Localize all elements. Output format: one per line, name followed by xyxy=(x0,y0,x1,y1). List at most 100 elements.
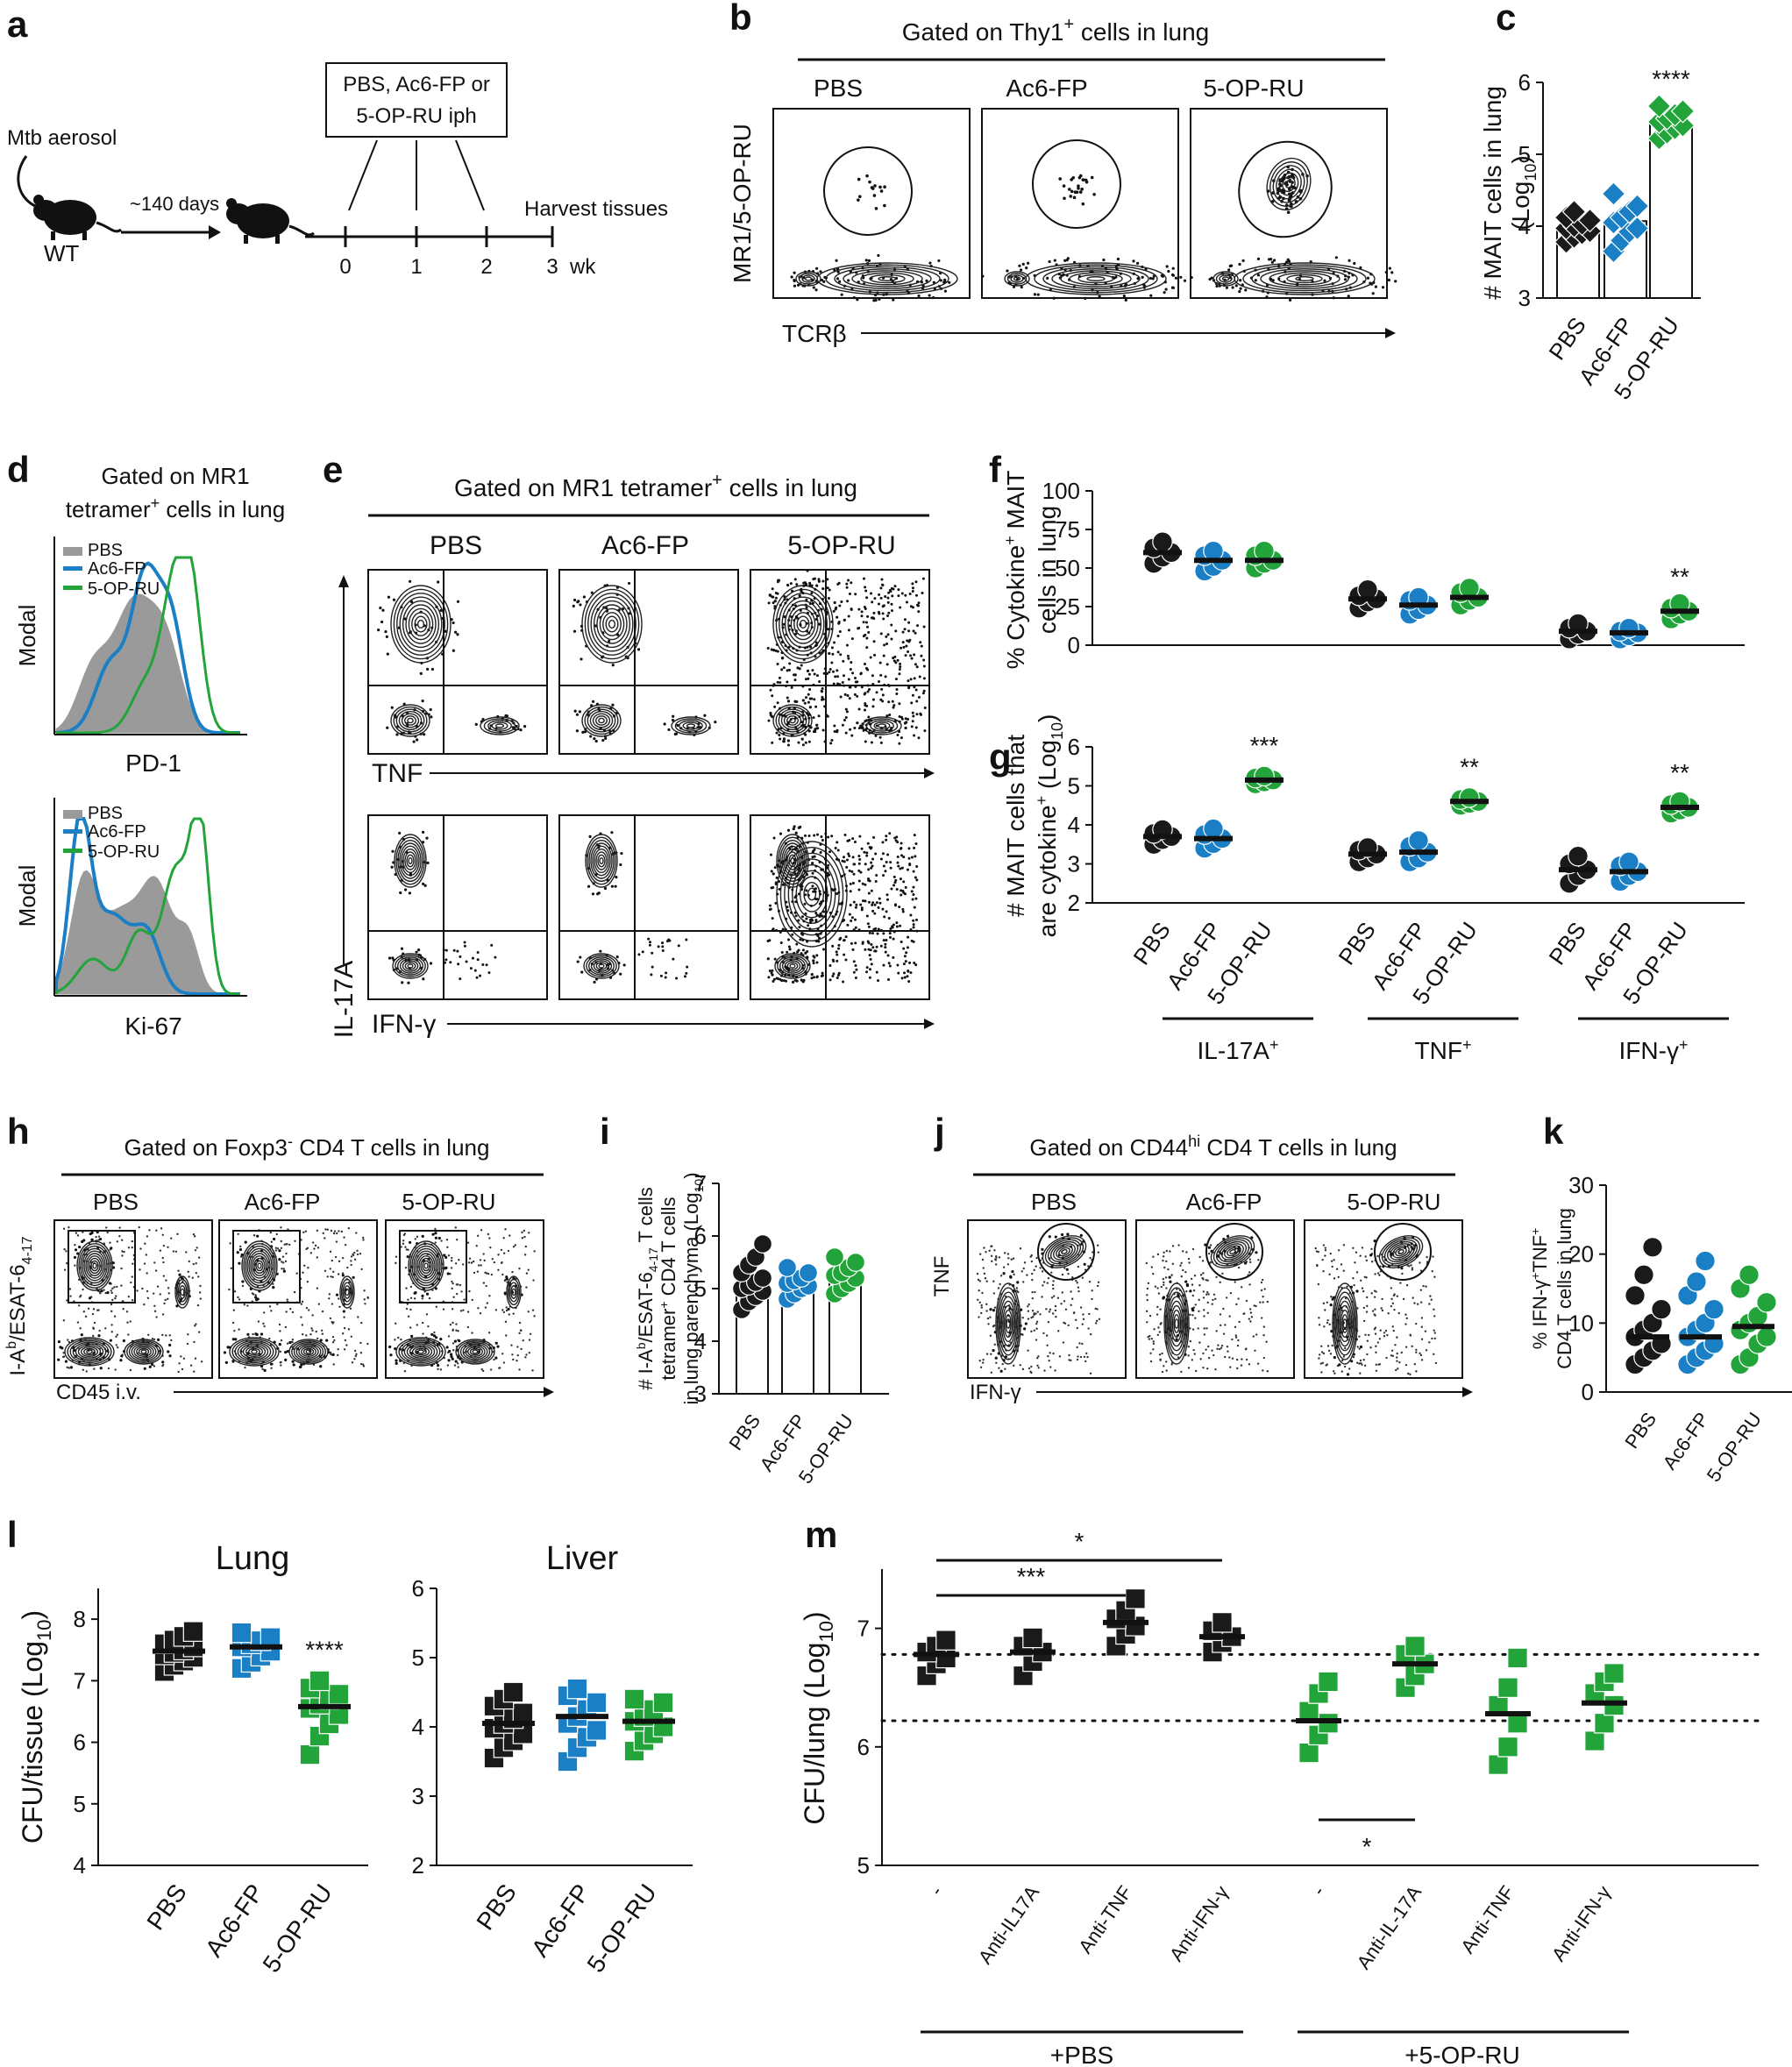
e-event xyxy=(870,866,873,870)
e-event xyxy=(866,614,870,618)
e-event xyxy=(803,701,807,705)
h-event xyxy=(231,1321,235,1325)
e-event xyxy=(895,688,899,692)
e-event xyxy=(785,917,788,920)
h-event xyxy=(324,1228,327,1231)
h-event xyxy=(113,1315,117,1318)
j-event xyxy=(1013,1273,1015,1276)
e-event xyxy=(884,870,887,873)
e-event xyxy=(883,643,886,647)
j-event xyxy=(1330,1296,1333,1298)
j-event xyxy=(1248,1363,1251,1366)
h-event xyxy=(269,1231,273,1234)
e-event xyxy=(836,953,839,956)
l-lung-ytick-label: 4 xyxy=(74,1852,86,1879)
e-event xyxy=(815,727,819,730)
e-event xyxy=(851,671,855,675)
h-event xyxy=(423,1290,426,1293)
j-event xyxy=(1396,1336,1398,1339)
e-event xyxy=(904,654,907,657)
j-event xyxy=(1203,1333,1206,1336)
e-event xyxy=(802,920,806,923)
j-event xyxy=(982,1358,985,1361)
h-event xyxy=(333,1230,337,1232)
e-contour-plots xyxy=(367,569,930,1000)
d-header-line1: Gated on MR1 xyxy=(101,463,249,489)
j-event xyxy=(1428,1303,1431,1305)
d-top-opru-hist xyxy=(56,556,240,735)
h-event xyxy=(344,1243,347,1247)
j-event xyxy=(1095,1319,1099,1323)
j-event xyxy=(1406,1372,1410,1375)
b-gate-event xyxy=(1078,190,1083,194)
e-event xyxy=(867,900,871,904)
j-event xyxy=(1433,1308,1435,1311)
e-event xyxy=(858,857,862,861)
j-event xyxy=(1146,1294,1148,1296)
j-event xyxy=(1054,1369,1056,1372)
h-event xyxy=(291,1340,294,1344)
e-event xyxy=(821,728,825,732)
h-event xyxy=(189,1364,193,1367)
e-event xyxy=(807,740,811,743)
j-event xyxy=(1048,1360,1050,1362)
e-event xyxy=(767,601,771,605)
k-xtick-label: Ac6-FP xyxy=(1659,1409,1714,1474)
e-event xyxy=(803,902,807,906)
e-event xyxy=(804,717,807,721)
e-event xyxy=(871,698,875,701)
e-event xyxy=(838,938,842,941)
h-event xyxy=(450,1260,453,1262)
h-event xyxy=(359,1362,363,1366)
e-event xyxy=(792,607,795,611)
j-event xyxy=(1207,1293,1210,1296)
h-header: Gated on Foxp3- CD4 T cells in lung xyxy=(124,1133,490,1161)
e-event xyxy=(836,973,840,977)
j-event xyxy=(1055,1316,1057,1318)
d-legend-ac6: Ac6-FP xyxy=(88,559,146,579)
e-event xyxy=(900,940,903,943)
e-event xyxy=(842,659,845,663)
j-event xyxy=(1237,1339,1240,1342)
e-dn-population xyxy=(386,700,433,743)
e-event xyxy=(782,622,786,626)
j-event xyxy=(1088,1312,1091,1316)
j-event xyxy=(1096,1244,1099,1247)
m-xtick-label: Anti-TNF xyxy=(1456,1882,1518,1957)
e-event xyxy=(850,916,854,920)
l-lung-ytick-label: 7 xyxy=(74,1667,86,1694)
h-event xyxy=(353,1258,357,1261)
j-event xyxy=(1035,1312,1037,1315)
j-event xyxy=(1070,1290,1072,1293)
j-event xyxy=(1262,1334,1265,1337)
h-event xyxy=(165,1279,167,1282)
e-event xyxy=(804,834,807,837)
h-event xyxy=(99,1292,102,1295)
j-event xyxy=(1352,1355,1355,1359)
e-event xyxy=(909,913,913,917)
e-event xyxy=(879,596,883,600)
e-event xyxy=(900,646,903,650)
h-event xyxy=(129,1368,132,1372)
e-event xyxy=(912,893,915,897)
h-event xyxy=(199,1297,203,1300)
j-event xyxy=(1207,1252,1211,1255)
m-point xyxy=(1298,1742,1319,1764)
e-event xyxy=(833,724,836,728)
e-event xyxy=(793,866,797,870)
e-event xyxy=(882,864,885,868)
j-event xyxy=(1425,1285,1427,1288)
e-event xyxy=(852,960,856,963)
e-event xyxy=(818,861,821,864)
e-event xyxy=(770,870,773,873)
e-event xyxy=(908,961,912,964)
j-event xyxy=(1394,1344,1397,1346)
e-event xyxy=(865,625,869,629)
h-event xyxy=(329,1317,332,1320)
e-event xyxy=(892,875,896,878)
e-event xyxy=(837,943,841,947)
e-event xyxy=(771,917,774,920)
h-event xyxy=(195,1323,197,1325)
h-event xyxy=(332,1270,335,1274)
c-ytick-label: 6 xyxy=(1518,69,1531,96)
